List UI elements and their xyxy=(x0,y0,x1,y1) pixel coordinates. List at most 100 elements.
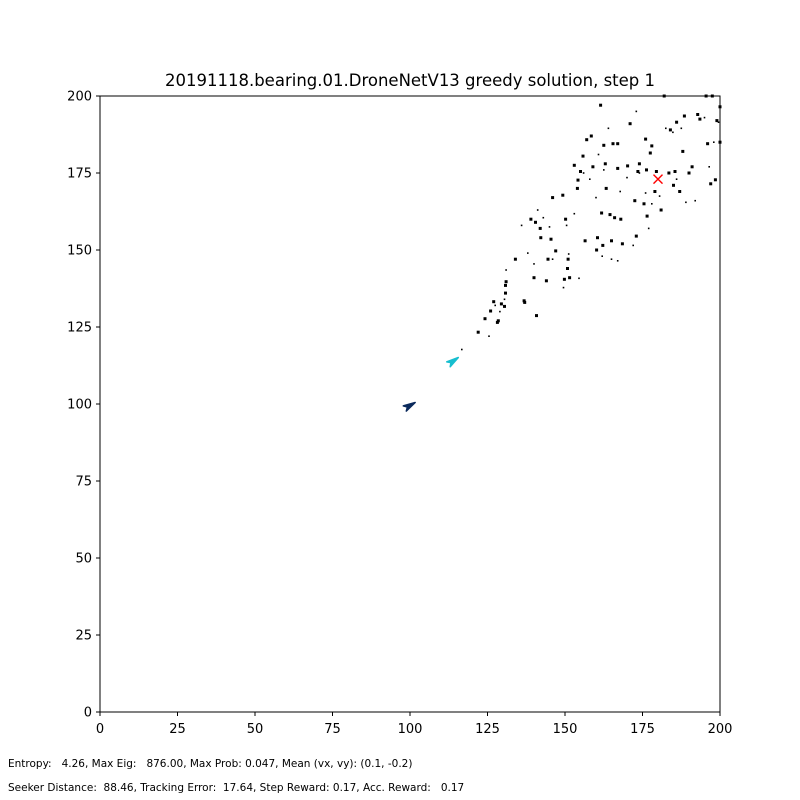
particle-point xyxy=(628,122,632,126)
particle-point xyxy=(503,298,506,301)
particle-point xyxy=(619,190,621,193)
particle-point xyxy=(551,258,554,260)
particle-point xyxy=(566,267,569,270)
particle-point xyxy=(672,131,674,134)
particle-point xyxy=(520,224,523,227)
particle-point xyxy=(585,138,589,142)
tracker-drone-arrow xyxy=(446,356,460,368)
particle-point xyxy=(536,209,539,211)
particle-point xyxy=(710,94,714,98)
particle-point xyxy=(610,239,613,243)
y-tick-label: 200 xyxy=(67,90,92,105)
particle-point xyxy=(542,216,545,219)
particle-point xyxy=(616,166,620,170)
particle-point xyxy=(680,127,683,130)
x-tick-label: 75 xyxy=(324,722,341,737)
particle-point xyxy=(616,142,620,146)
particle-point xyxy=(610,258,613,260)
particle-point xyxy=(644,192,647,194)
y-tick-label: 75 xyxy=(75,475,92,490)
particle-point xyxy=(535,314,538,318)
particle-point xyxy=(619,217,623,221)
particle-point xyxy=(476,330,480,334)
y-axis: 0 25 50 75 100 125 150 175 200 xyxy=(67,90,100,721)
particle-point xyxy=(604,186,608,190)
particle-point xyxy=(616,260,619,262)
particle-point xyxy=(675,120,679,124)
particle-point xyxy=(600,211,604,215)
particle-point xyxy=(529,217,533,221)
particle-point xyxy=(499,310,501,313)
particle-point xyxy=(548,226,551,228)
particle-point xyxy=(504,283,507,287)
x-tick-label: 200 xyxy=(708,722,733,737)
particle-point xyxy=(708,166,710,168)
particle-point xyxy=(578,277,580,280)
particle-point xyxy=(681,149,685,153)
particle-point xyxy=(488,335,490,337)
particle-point xyxy=(611,142,615,146)
particle-point xyxy=(532,276,536,280)
particle-point xyxy=(489,309,493,313)
particle-point xyxy=(572,163,576,167)
particle-point xyxy=(533,263,535,265)
particle-point xyxy=(682,114,686,118)
target-marker xyxy=(653,174,663,185)
particle-point xyxy=(601,255,603,257)
particle-point xyxy=(492,300,496,304)
particle-point xyxy=(513,257,517,261)
particle-point xyxy=(603,162,607,166)
particle-point xyxy=(626,176,628,179)
particle-point xyxy=(596,236,599,240)
stats-line-seeker: Seeker Distance: 88.46, Tracking Error: … xyxy=(8,782,465,794)
particle-point xyxy=(717,121,720,123)
particle-point xyxy=(601,243,605,247)
particle-point xyxy=(554,249,558,253)
particle-point xyxy=(567,253,570,255)
particle-point xyxy=(713,178,717,182)
particle-point xyxy=(665,127,667,130)
particle-point xyxy=(579,170,582,173)
particle-point xyxy=(709,182,713,186)
particle-point xyxy=(522,299,526,303)
particle-point xyxy=(638,172,641,174)
particle-point xyxy=(499,302,503,306)
seeker-drone-arrow xyxy=(402,401,416,412)
particle-point xyxy=(503,304,506,308)
particle-point xyxy=(562,277,566,281)
particle-cloud xyxy=(461,94,722,351)
particle-point xyxy=(650,144,654,148)
particle-point xyxy=(565,224,568,227)
particle-point xyxy=(494,304,496,307)
particle-point xyxy=(582,172,585,174)
y-tick-label: 125 xyxy=(67,321,92,336)
arrow-head-shape xyxy=(402,401,416,412)
chart-title: 20191118.bearing.01.DroneNetV13 greedy s… xyxy=(164,71,655,90)
particle-point xyxy=(589,178,591,180)
particle-point xyxy=(595,248,599,252)
x-tick-label: 175 xyxy=(630,722,655,737)
particle-point xyxy=(573,212,576,215)
particle-point xyxy=(566,257,570,261)
particle-point xyxy=(496,319,500,323)
particle-point xyxy=(607,127,610,130)
particle-point xyxy=(658,195,661,197)
particle-point xyxy=(636,170,640,173)
particle-point xyxy=(562,286,565,289)
particle-point xyxy=(613,216,617,220)
particle-point xyxy=(651,203,653,205)
particle-point xyxy=(648,151,652,155)
particle-point xyxy=(678,190,682,193)
particle-point xyxy=(642,202,646,206)
particle-point xyxy=(645,168,648,172)
particle-point xyxy=(654,170,658,173)
y-tick-label: 175 xyxy=(67,167,92,182)
particle-point xyxy=(461,348,463,351)
particle-point xyxy=(637,162,641,166)
particle-point xyxy=(599,103,603,107)
x-tick-label: 50 xyxy=(247,722,264,737)
particle-point xyxy=(696,113,700,116)
particle-point xyxy=(718,105,722,109)
x-axis: 0 25 50 75 100 125 150 175 200 xyxy=(96,712,733,737)
particle-point xyxy=(685,201,687,204)
